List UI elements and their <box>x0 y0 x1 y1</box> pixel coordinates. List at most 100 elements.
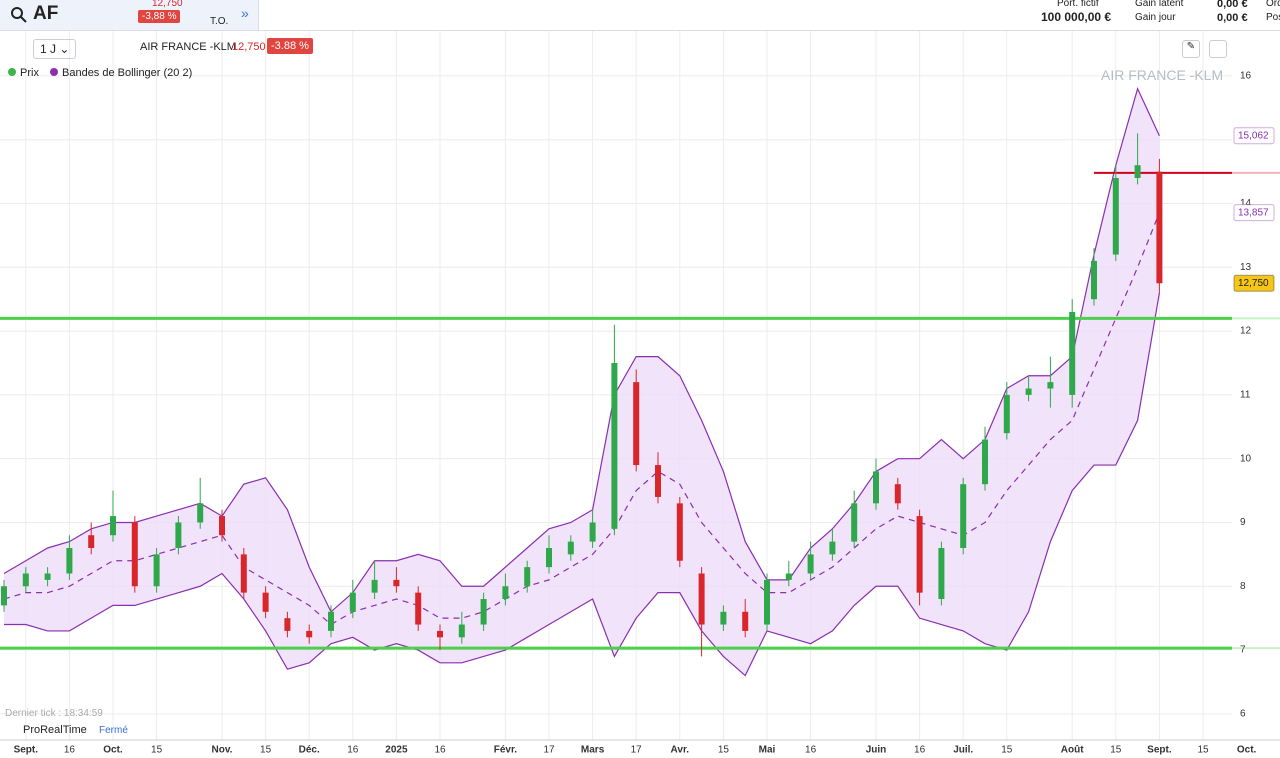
candle-body <box>894 484 901 504</box>
x-tick-label: 15 <box>260 745 272 756</box>
top-bar: AF 12,750 -3,88 % T.O. » Port. fictif 10… <box>0 0 1280 31</box>
candle-body <box>676 503 683 561</box>
legend-bollinger[interactable]: Bandes de Bollinger (20 2) <box>50 67 192 79</box>
x-tick-label: Nov. <box>212 745 233 756</box>
candle-body <box>873 471 879 504</box>
candle-body <box>480 599 487 625</box>
period-select[interactable]: 1 J ⌄ <box>33 39 77 59</box>
gain-jour: 0,00 € <box>1217 12 1248 24</box>
symbol-box: AF 12,750 -3,88 % T.O. » <box>0 0 259 30</box>
candle-body <box>807 554 814 574</box>
candle-body <box>938 547 945 600</box>
ord: Ord <box>1266 0 1280 9</box>
x-tick-label: 17 <box>543 745 555 756</box>
y-tick-label: 13 <box>1240 262 1252 273</box>
y-tick-label: 9 <box>1240 517 1246 528</box>
candle-body <box>764 579 770 625</box>
legend-swatch <box>50 68 58 76</box>
symbol[interactable]: AF <box>33 3 59 24</box>
candle-body <box>197 503 204 523</box>
y-tick-label: 10 <box>1240 453 1252 464</box>
search-icon[interactable] <box>10 6 28 24</box>
candle-body <box>437 630 443 638</box>
plot <box>0 31 1232 740</box>
candle-body <box>284 618 291 631</box>
price-tag <box>1233 204 1275 222</box>
x-tick-label: Oct. <box>1237 745 1257 756</box>
candle-body <box>131 522 138 587</box>
bollinger-lower <box>4 292 1160 677</box>
bollinger-middle <box>3 212 1160 626</box>
x-tick-label: Sept. <box>1147 745 1172 756</box>
candle-body <box>611 362 618 529</box>
candle-body <box>960 484 967 548</box>
price-tag <box>1233 274 1275 292</box>
candle-body <box>88 535 95 548</box>
x-tick-label: 16 <box>434 745 446 756</box>
candle-body <box>1003 394 1010 434</box>
candle-body <box>502 586 509 600</box>
x-tick-label: 16 <box>64 745 76 756</box>
candle-body <box>546 547 552 568</box>
x-tick-label: 2025 <box>385 745 408 756</box>
candle-body <box>829 541 836 555</box>
candle-body <box>1069 311 1076 395</box>
candle-body <box>240 554 247 593</box>
candle-body <box>720 611 727 625</box>
price: 12,750 <box>152 0 183 9</box>
candle-body <box>1134 165 1141 178</box>
window-button[interactable] <box>1209 40 1227 58</box>
toolbar-price: 12,750 <box>232 41 266 53</box>
chart: 6 7 8 9 10 11 12 13 14 15 16 Sept. 16 Oct. 15 Nov. 15 Déc… <box>0 31 1280 756</box>
candle-body <box>1091 260 1097 300</box>
instrument-name: AIR FRANCE -KLM <box>140 41 236 53</box>
candle-body <box>219 516 225 536</box>
change: -3,88 % <box>138 10 181 23</box>
candle-body <box>153 554 160 587</box>
to-label[interactable]: T.O. <box>210 16 229 27</box>
band-fill <box>4 88 1160 676</box>
candle-body <box>589 522 596 542</box>
x-tick-label: Oct. <box>103 745 123 756</box>
watermark: AIR FRANCE -KLM <box>1101 67 1224 83</box>
candle-body <box>742 611 749 631</box>
expand[interactable]: » <box>241 5 249 21</box>
toolbar-change: -3.88 % <box>267 38 313 54</box>
x-tick-label: 15 <box>718 745 730 756</box>
candle-body <box>393 579 400 587</box>
candle-body <box>262 592 269 612</box>
y-tick-label: 16 <box>1240 71 1252 82</box>
candle-body <box>1112 177 1119 255</box>
candle-body <box>1025 388 1032 395</box>
legend-swatch <box>8 68 16 76</box>
candle-body <box>175 522 182 548</box>
x-tick-label: Avr. <box>671 745 690 756</box>
candle-body <box>1156 171 1163 284</box>
candle-body <box>655 465 661 497</box>
pos: Pos <box>1266 12 1280 23</box>
settings-button[interactable]: ✎ <box>1182 40 1200 58</box>
candle-body <box>458 624 465 638</box>
x-tick-label: Août <box>1061 745 1084 756</box>
candle-body <box>916 516 923 593</box>
price-tag-label: 15,062 <box>1238 130 1269 141</box>
brand: ProRealTime <box>23 724 87 736</box>
x-tick-label: 15 <box>1110 745 1122 756</box>
x-tick-label: Déc. <box>299 745 320 756</box>
candle-body <box>66 547 73 574</box>
candle-body <box>415 592 422 625</box>
candle-body <box>22 573 29 587</box>
y-tick-label: 11 <box>1240 390 1251 401</box>
bollinger-upper <box>3 86 1160 613</box>
x-tick-label: 17 <box>631 745 643 756</box>
y-tick-label: 12 <box>1240 326 1252 337</box>
y-tick-label: 7 <box>1240 645 1246 656</box>
portfolio-value: 100 000,00 € <box>1041 10 1112 24</box>
candle-body <box>698 573 705 625</box>
candle-body <box>1 586 7 606</box>
candle-body <box>633 382 640 466</box>
legend-price[interactable]: Prix <box>8 67 39 79</box>
candle-body <box>982 439 988 485</box>
